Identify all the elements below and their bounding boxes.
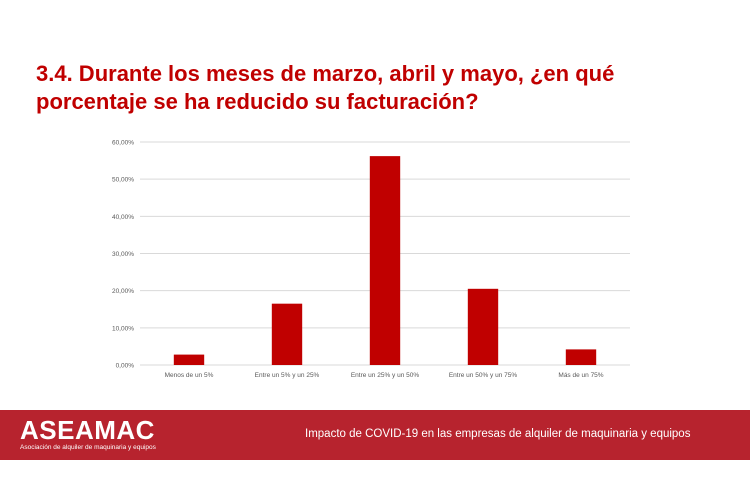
y-tick-label: 0,00% [116, 363, 135, 370]
bar [565, 349, 597, 365]
bar-chart: 0,00% 10,00% 20,00% 30,00% 40,00% 50,00% 60,00… [100, 130, 640, 390]
x-tick-label: Más de un 75% [558, 372, 603, 379]
y-tick-label: 30,00% [112, 251, 134, 258]
x-tick-label: Entre un 50% y un 75% [449, 372, 518, 379]
aseamac-logo: ASEAMAC Asociación de alquiler de maquin… [20, 416, 156, 452]
x-tick-label: Menos de un 5% [165, 372, 214, 379]
x-tick-label: Entre un 25% y un 50% [351, 372, 420, 379]
bar [173, 354, 205, 365]
chart-svg: 0,00% 10,00% 20,00% 30,00% 40,00% 50,00% 60,00… [112, 140, 630, 379]
y-tick-label: 60,00% [112, 140, 134, 147]
footer-caption: Impacto de COVID-19 en las empresas de a… [305, 428, 691, 440]
y-tick-label: 10,00% [112, 325, 134, 332]
bar [271, 303, 303, 365]
y-tick-label: 20,00% [112, 288, 134, 295]
x-tick-label: Entre un 5% y un 25% [255, 372, 320, 379]
bar [467, 288, 499, 365]
bar [369, 156, 401, 365]
logo-wordmark: ASEAMAC [20, 415, 155, 445]
logo-tagline: Asociación de alquiler de maquinaria y e… [20, 444, 156, 451]
footer-banner: ASEAMAC Asociación de alquiler de maquin… [0, 410, 750, 460]
y-tick-label: 40,00% [112, 214, 134, 221]
y-tick-label: 50,00% [112, 177, 134, 184]
slide-title: 3.4. Durante los meses de marzo, abril y… [36, 61, 615, 114]
